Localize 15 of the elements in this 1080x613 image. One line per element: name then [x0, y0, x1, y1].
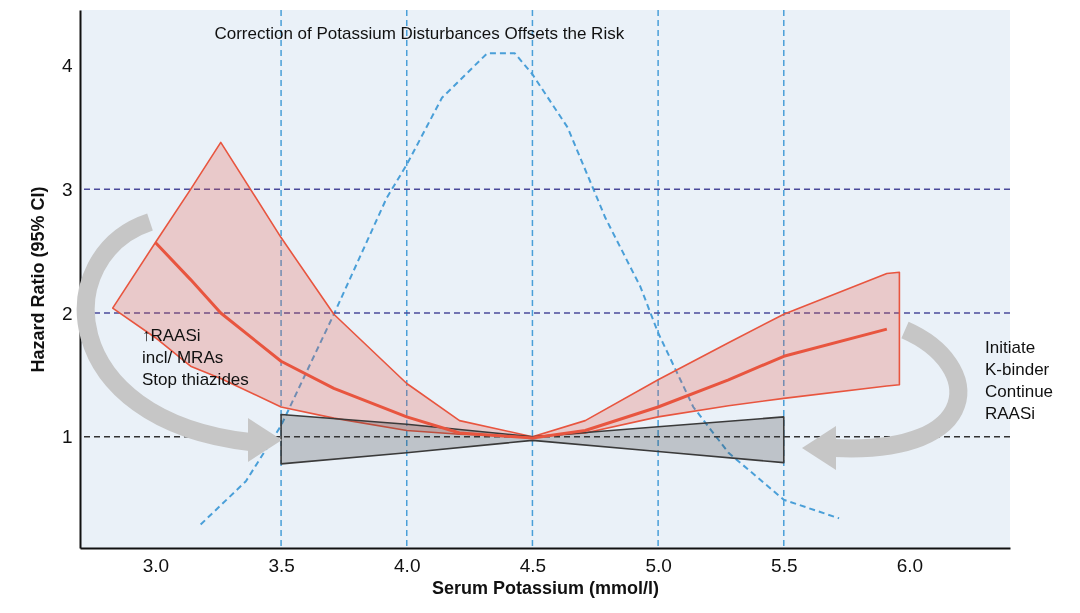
x-tick-label: 6.0 — [896, 554, 924, 576]
x-tick-label: 3.5 — [268, 554, 295, 576]
y-tick-label: 3 — [61, 178, 73, 200]
x-axis-title: Serum Potassium (mmol/l) — [431, 577, 660, 598]
y-tick-label: 2 — [61, 302, 73, 324]
y-tick-label: 1 — [61, 426, 73, 448]
x-tick-label: 3.0 — [142, 554, 170, 576]
x-tick-label: 4.0 — [394, 554, 421, 576]
x-tick-label: 5.5 — [771, 554, 798, 576]
x-tick-label: 5.0 — [645, 554, 672, 576]
text: Correction of Potassium Disturbances Offsets the Risk — [214, 24, 625, 44]
y-tick-label: 4 — [61, 55, 73, 77]
x-tick-label: 4.5 — [519, 554, 547, 576]
y-axis-title: Hazard Ratio (95% CI) — [27, 186, 48, 373]
annotation: Initiate K-binder Continue RAASi — [985, 338, 1054, 423]
